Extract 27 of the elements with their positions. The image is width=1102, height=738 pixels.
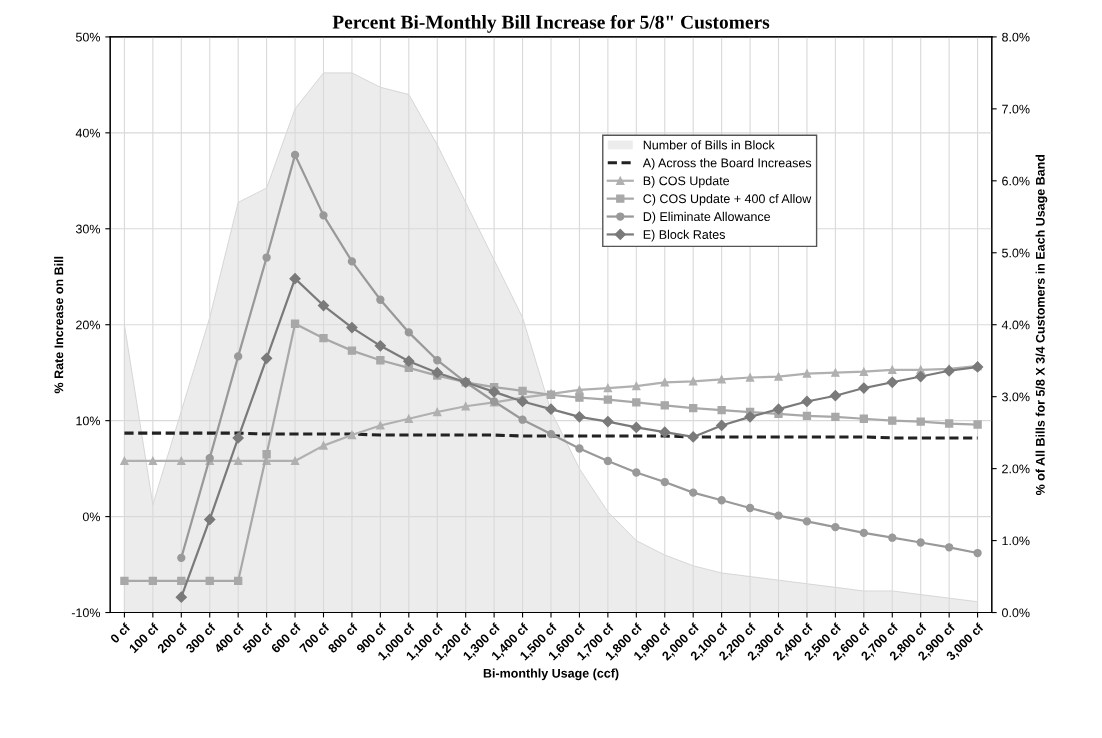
y-tick-label: 30% [75, 224, 101, 234]
legend-label: C) COS Update + 400 cf Allow [643, 193, 812, 206]
y2-tick-label: 7.0% [1002, 104, 1030, 114]
legend-label: E) Block Rates [643, 229, 725, 242]
legend-label: D) Eliminate Allowance [643, 211, 771, 224]
y-tick-label: 50% [75, 32, 101, 42]
y2-tick-label: 8.0% [1002, 32, 1030, 42]
x-tick-label: 0 cf [109, 622, 131, 644]
legend-label: Number of Bills in Block [643, 140, 775, 150]
y2-tick-label: 1.0% [1002, 536, 1030, 546]
y2-tick-label: 3.0% [1002, 392, 1030, 402]
y2-tick-label: 5.0% [1002, 248, 1030, 258]
y2-tick-label: 2.0% [1002, 464, 1030, 474]
y-tick-label: 0% [82, 512, 101, 522]
y-tick-label: 20% [76, 320, 101, 330]
y2-tick-label: 6.0% [1002, 176, 1030, 186]
y2-axis-title: % of All Bills for 5/8 X 3/4 Customers in Each Usage Band [1035, 154, 1048, 496]
legend-label: A) Across the Board Increases [642, 158, 812, 170]
y2-tick-label: 0.0% [1002, 608, 1030, 618]
y-axis-title: % Rate Increase on Bill [54, 256, 64, 394]
y-tick-label: -10% [71, 608, 101, 618]
y2-tick-label: 4.0% [1001, 320, 1030, 330]
chart-title: Percent Bi-Monthly Bill Increase for 5/8" Customers [332, 14, 770, 33]
y-tick-label: 40% [75, 128, 101, 138]
x-axis-title: Bi-monthly Usage (ccf) [483, 668, 619, 681]
legend-label: B) COS Update [643, 176, 730, 188]
y-tick-label: 10% [76, 416, 101, 426]
